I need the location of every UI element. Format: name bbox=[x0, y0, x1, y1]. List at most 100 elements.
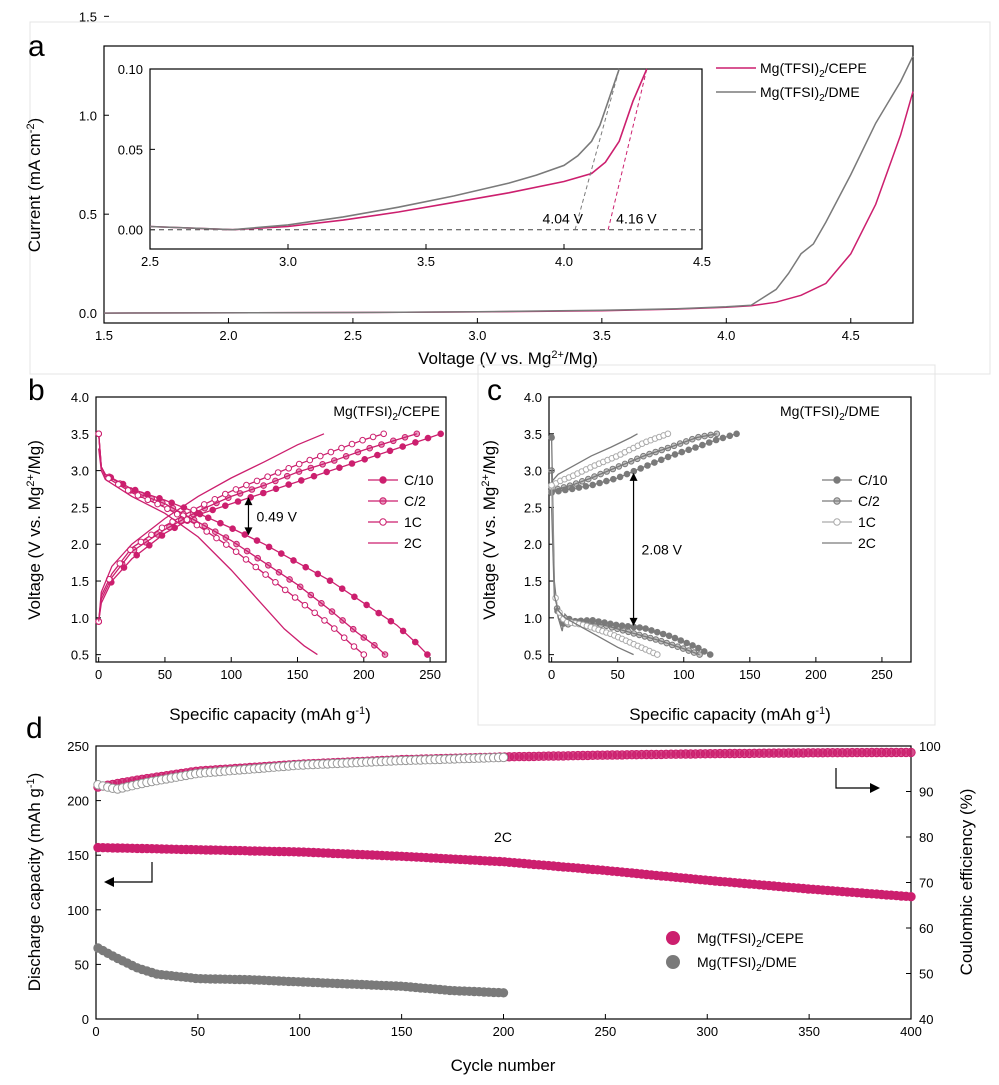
plot-c-point bbox=[548, 482, 555, 489]
plot-b-point bbox=[413, 430, 421, 438]
plot-b-legend-label: C/2 bbox=[404, 493, 426, 509]
plot-b-point bbox=[223, 541, 230, 548]
plot-c-arrow-head-bottom bbox=[629, 617, 638, 626]
plot-c-x-tick-label: 100 bbox=[673, 667, 695, 682]
plot-c-point bbox=[705, 439, 713, 446]
plot-c-point bbox=[636, 624, 644, 631]
plot-b-point bbox=[154, 531, 161, 538]
plot-c-point bbox=[689, 642, 696, 649]
plot-d-x-tick-label: 100 bbox=[289, 1024, 311, 1039]
plot-b-point bbox=[310, 472, 318, 480]
plot-c-voltage-gap-arrow bbox=[629, 472, 638, 626]
plot-d-point-dme-ce bbox=[498, 752, 509, 763]
plot-c-point bbox=[566, 482, 574, 490]
plot-b-series-2C-discharge-line bbox=[98, 448, 318, 656]
plot-b-point bbox=[350, 643, 358, 650]
plot-d-legend-label-dme: Mg(TFSI)2/DME bbox=[697, 954, 797, 974]
plot-c-point bbox=[572, 480, 580, 487]
plot-b-point bbox=[327, 448, 335, 456]
plot-c-point bbox=[726, 432, 734, 440]
plot-b-point bbox=[331, 457, 338, 464]
plot-b-point bbox=[381, 651, 389, 658]
plot-c-legend-swatch-marker bbox=[833, 497, 841, 505]
plot-b-arrow-head-bottom bbox=[244, 527, 253, 536]
plot-c-point bbox=[658, 637, 665, 645]
plot-a-x-tick-label: 2.5 bbox=[344, 328, 362, 343]
plot-c-point bbox=[701, 432, 708, 440]
plot-a-inset-x-tick-label: 4.5 bbox=[693, 254, 711, 269]
plot-b-point bbox=[319, 461, 326, 468]
plot-c-y-tick-label: 1.5 bbox=[524, 574, 542, 589]
plot-b-point bbox=[412, 439, 419, 446]
plot-c-xlabel: Specific capacity (mAh g-1) bbox=[629, 705, 831, 724]
plot-c-point bbox=[679, 645, 687, 652]
plot-b-point bbox=[283, 472, 291, 480]
plot-a-y-tick-label: 1.5 bbox=[79, 9, 97, 24]
plot-b-arrow-head-top bbox=[244, 497, 253, 506]
plot-c-point bbox=[664, 444, 672, 452]
plot-c-series-2C-charge-line bbox=[551, 433, 638, 483]
plot-d-y-tick-label: 200 bbox=[67, 794, 89, 809]
plot-b-point bbox=[390, 437, 397, 445]
plot-b-point bbox=[243, 547, 251, 555]
plot-c-point bbox=[671, 634, 679, 642]
plot-b-series-C/2-discharge-line bbox=[98, 433, 386, 656]
plot-b-point bbox=[326, 577, 334, 585]
plot-d-x-tick-label: 150 bbox=[391, 1024, 413, 1039]
panel-d-label: d bbox=[26, 712, 43, 745]
plot-a-inset-x-ticks: 2.5 3.0 3.5 4.0 4.5 bbox=[141, 244, 711, 269]
plot-d-legend-swatch-cepe bbox=[666, 931, 680, 945]
plot-d-y2-tick-label: 40 bbox=[919, 1012, 933, 1027]
plot-d-y-tick-label: 250 bbox=[67, 739, 89, 754]
plot-c-point bbox=[609, 465, 617, 473]
plot-b-point bbox=[360, 634, 368, 641]
plot-c-point bbox=[619, 627, 627, 634]
plot-d-y2-tick-label: 90 bbox=[919, 785, 933, 800]
plot-d-x-tick-label: 200 bbox=[493, 1024, 515, 1039]
plot-c-x-tick-label: 250 bbox=[871, 667, 893, 682]
plot-b-legend-swatch-marker bbox=[379, 476, 387, 484]
plot-a-ylabel: Current (mA cm-2) bbox=[25, 118, 44, 252]
plot-b-point bbox=[323, 468, 331, 476]
plot-b-y-tick-label: 2.0 bbox=[71, 537, 89, 552]
plot-c-point bbox=[597, 470, 604, 478]
plot-c-point bbox=[616, 473, 624, 481]
plot-b-point bbox=[148, 531, 155, 539]
plot-a-inset-y-tick-label: 0.00 bbox=[118, 223, 143, 238]
plot-c-point bbox=[665, 632, 673, 640]
plot-c-legend-swatch-marker bbox=[833, 476, 841, 484]
plot-d-rate-label: 2C bbox=[494, 829, 512, 845]
plot-b-point bbox=[260, 482, 267, 489]
plot-b-y-tick-label: 3.0 bbox=[71, 464, 89, 479]
plot-c-point bbox=[701, 648, 708, 655]
plot-b-point bbox=[275, 569, 283, 576]
plot-a-xlabel: Voltage (V vs. Mg2+/Mg) bbox=[418, 349, 598, 368]
plot-c-point bbox=[668, 641, 676, 649]
plot-b-point bbox=[424, 434, 432, 442]
plot-c-point bbox=[648, 627, 655, 634]
plot-b-point bbox=[351, 593, 358, 601]
plot-c-point bbox=[664, 453, 672, 461]
plot-d-x-tick-label: 0 bbox=[92, 1024, 99, 1039]
plot-b-point bbox=[360, 651, 368, 658]
plot-c-x-tick-label: 0 bbox=[548, 667, 555, 682]
plot-a-y-tick-label: 0.5 bbox=[79, 207, 97, 222]
plot-b-point bbox=[318, 600, 325, 607]
plot-b-point bbox=[200, 501, 208, 508]
plot-c-point bbox=[696, 651, 703, 658]
plot-c-legend-label: 1C bbox=[858, 514, 876, 530]
plot-b-point bbox=[295, 468, 303, 475]
plot-b-point bbox=[236, 490, 244, 497]
plot-c-y-tick-label: 3.0 bbox=[524, 464, 542, 479]
plot-b-x-tick-label: 100 bbox=[220, 667, 242, 682]
plot-c-point bbox=[603, 468, 611, 475]
plot-b-point bbox=[375, 609, 383, 617]
plot-d-y-tick-label: 0 bbox=[82, 1012, 89, 1027]
plot-c-point bbox=[636, 631, 643, 639]
plot-c-point bbox=[630, 630, 638, 637]
panel-c: c 0 50 100 150 200 250 0.5 1.0 1.5 2.0 2.5 3.0 3.5 4… bbox=[477, 364, 936, 726]
plot-b-point bbox=[134, 492, 142, 499]
plot-b-point bbox=[217, 519, 224, 527]
plot-b-point bbox=[290, 557, 297, 564]
plot-c-point bbox=[670, 442, 678, 450]
